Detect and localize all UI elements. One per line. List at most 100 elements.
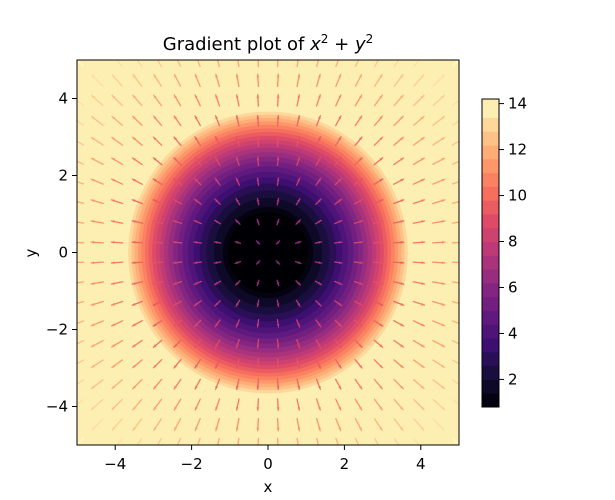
gradient-arrow <box>256 197 260 206</box>
gradient-arrow <box>96 438 104 445</box>
gradient-arrow <box>373 339 384 348</box>
gradient-arrow <box>315 358 322 369</box>
gradient-arrow <box>275 240 281 245</box>
gradient-arrow <box>173 418 182 432</box>
gradient-arrow <box>432 199 446 205</box>
gradient-arrow <box>354 358 363 369</box>
gradient-arrow <box>173 115 182 127</box>
gradient-arrow <box>393 339 405 348</box>
gradient-arrow <box>110 281 124 285</box>
gradient-arrow <box>393 378 404 390</box>
gradient-arrow <box>172 198 183 205</box>
colorbar-bands <box>482 99 499 408</box>
gradient-arrow <box>176 60 182 68</box>
gradient-arrow <box>413 438 420 445</box>
x-tick-label: −2 <box>181 455 203 473</box>
gradient-arrow <box>214 115 221 127</box>
y-tick-label: −2 <box>46 321 68 339</box>
gradient-arrow <box>136 438 143 445</box>
colorbar-band <box>482 200 499 215</box>
gradient-arrow <box>316 437 320 445</box>
gradient-arrow <box>131 320 143 327</box>
gradient-arrow <box>296 319 301 328</box>
gradient-arrow <box>413 94 425 107</box>
gradient-arrow <box>393 136 404 146</box>
gradient-arrow <box>90 199 104 205</box>
gradient-arrow <box>235 319 240 328</box>
gradient-arrow <box>276 279 280 287</box>
gradient-arrow <box>295 280 301 286</box>
gradient-arrow <box>77 79 84 87</box>
gradient-arrow <box>216 437 220 445</box>
gradient-arrow <box>90 261 105 265</box>
gradient-arrow <box>111 94 123 107</box>
gradient-arrow <box>334 339 342 349</box>
gradient-arrow <box>432 60 440 67</box>
gradient-arrow <box>235 398 240 411</box>
gradient-arrow <box>256 156 260 167</box>
gradient-arrow <box>237 60 240 68</box>
gradient-arrow <box>276 135 280 147</box>
gradient-arrow <box>131 199 144 205</box>
gradient-arrow <box>392 220 405 224</box>
gradient-arrow <box>413 398 425 411</box>
gradient-arrow <box>276 398 280 411</box>
gradient-arrow <box>335 398 342 411</box>
colorbar-band <box>482 172 499 187</box>
gradient-arrow <box>294 240 302 245</box>
colorbar: 2 4 6 8 10 12 14 <box>481 95 527 408</box>
gradient-arrow <box>194 136 202 147</box>
gradient-arrow <box>315 177 322 186</box>
gradient-arrow <box>276 94 280 107</box>
gradient-arrow <box>412 240 426 244</box>
gradient-arrow <box>295 198 301 206</box>
gradient-arrow <box>432 136 446 146</box>
gradient-arrow <box>315 339 322 349</box>
gradient-arrow <box>237 437 240 445</box>
chart-title-expression: x2 + y2 <box>309 32 373 55</box>
gradient-arrow <box>213 280 222 286</box>
gradient-arrow <box>314 280 323 286</box>
gradient-arrow <box>315 198 322 205</box>
gradient-arrow <box>257 437 260 445</box>
colorbar-band <box>482 158 499 174</box>
gradient-arrow <box>90 178 104 185</box>
gradient-arrow <box>153 398 163 411</box>
gradient-arrow <box>452 418 459 426</box>
gradient-arrow <box>111 398 123 411</box>
gradient-arrow <box>90 136 104 146</box>
gradient-arrow <box>235 135 240 147</box>
gradient-arrow <box>77 340 85 345</box>
gradient-arrow <box>315 417 321 432</box>
gradient-arrow <box>90 281 104 285</box>
gradient-arrow <box>432 320 446 327</box>
gradient-arrow <box>353 261 364 265</box>
colorbar-band <box>482 365 499 380</box>
gradient-arrow <box>373 261 384 265</box>
gradient-arrow <box>451 221 459 224</box>
gradient-arrow <box>256 378 260 390</box>
gradient-arrow <box>90 320 104 327</box>
gradient-arrow <box>131 240 144 244</box>
gradient-arrow <box>296 358 301 370</box>
gradient-arrow <box>373 300 384 307</box>
colorbar-band <box>482 131 499 146</box>
gradient-arrow <box>152 300 163 307</box>
gradient-arrow <box>90 379 104 390</box>
colorbar-band <box>482 282 499 298</box>
gradient-arrow <box>152 240 163 244</box>
colorbar-band <box>482 351 499 367</box>
gradient-arrow <box>451 180 459 185</box>
gradient-arrow <box>213 219 222 225</box>
gradient-arrow <box>432 157 446 166</box>
gradient-arrow <box>412 300 426 306</box>
gradient-arrow <box>256 417 260 432</box>
gradient-arrow <box>235 219 241 225</box>
gradient-arrow <box>255 260 261 265</box>
gradient-arrow <box>90 359 104 369</box>
gradient-arrow <box>353 280 364 285</box>
gradient-arrow <box>132 136 143 146</box>
gradient-arrow <box>315 398 321 411</box>
gradient-arrow <box>393 94 404 107</box>
gradient-arrow <box>412 157 425 166</box>
